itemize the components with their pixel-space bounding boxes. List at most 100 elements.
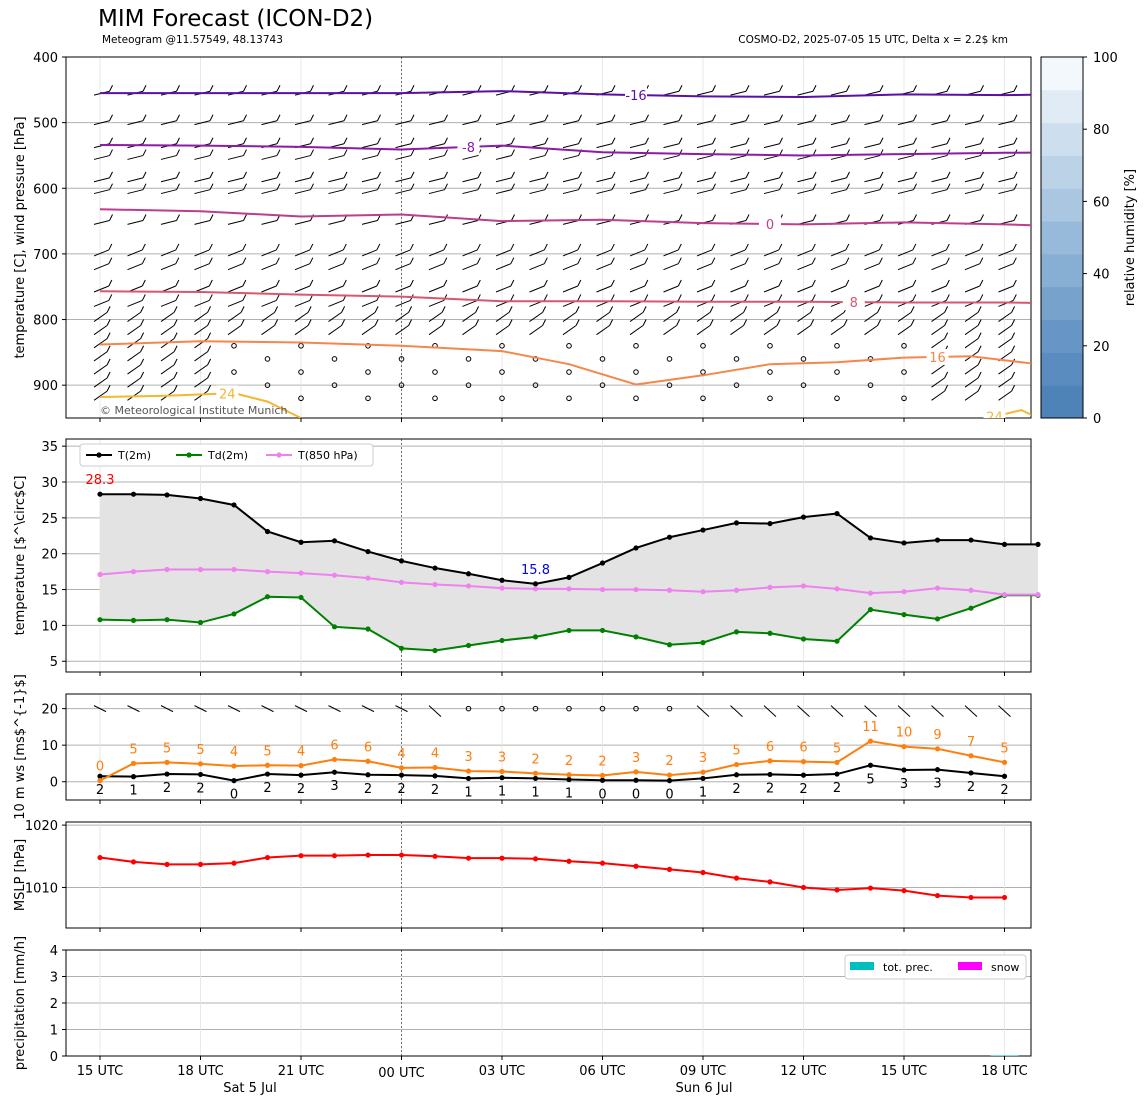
- data-point: [633, 769, 639, 775]
- data-point: [733, 772, 740, 778]
- data-point: [331, 624, 338, 630]
- data-point: [834, 759, 840, 765]
- wind-barb-flag: [173, 358, 178, 366]
- wind-barb: [897, 177, 914, 183]
- y-tick-label: 10: [41, 619, 58, 634]
- wind-barb: [93, 351, 108, 362]
- data-point: [800, 636, 807, 642]
- calm-wind-marker: [700, 343, 706, 349]
- wind-barb-flag: [845, 257, 850, 264]
- wind-barb: [931, 705, 944, 717]
- data-point: [599, 777, 606, 783]
- day-label: Sun 6 Jul: [676, 1081, 733, 1096]
- wind-barb: [897, 143, 914, 149]
- data-point: [164, 771, 170, 777]
- isotherm-line: [99, 290, 1031, 304]
- wind-barb-flag: [208, 279, 213, 287]
- wind-barb: [261, 249, 277, 257]
- wind-barb-flag: [173, 319, 178, 326]
- wind-barb-flag: [879, 171, 884, 179]
- wind-value-label: 2: [967, 780, 975, 795]
- wind-barb-flag: [173, 306, 178, 313]
- data-point: [767, 879, 773, 885]
- wind-barb: [395, 177, 412, 183]
- wind-barb-flag: [209, 85, 214, 92]
- wind-barb-flag: [843, 319, 848, 326]
- wind-barb: [227, 705, 241, 713]
- wind-barb-flag: [109, 171, 113, 179]
- isotherm-label: -8: [462, 141, 475, 156]
- wind-barb: [596, 285, 612, 293]
- wind-value-label: 1: [699, 785, 707, 800]
- wind-barb: [93, 377, 108, 388]
- y-tick-label: 5: [50, 655, 58, 670]
- wind-value-label: 4: [431, 746, 439, 761]
- data-point: [867, 885, 874, 891]
- isotherm-label-bg: [216, 385, 239, 402]
- chart-title: MIM Forecast (ICON-D2): [98, 6, 374, 32]
- panel-frame: [65, 693, 1032, 801]
- wind-value-label: 0: [96, 760, 104, 775]
- wind-barb-flag: [745, 85, 750, 92]
- wind-barb: [797, 325, 811, 336]
- wind-barb-flag: [343, 85, 348, 92]
- wind-barb: [763, 285, 780, 293]
- wind-barb: [529, 325, 543, 336]
- data-point: [365, 626, 371, 632]
- wind-barb: [227, 155, 244, 160]
- wind-barb-flag: [543, 294, 548, 301]
- wind-barb-flag: [275, 243, 280, 251]
- wind-barb-flag: [610, 294, 615, 301]
- day-label: Sat 5 Jul: [223, 1081, 277, 1096]
- wind-value-label: 5: [833, 741, 841, 756]
- min-temperature-label: 15.8: [521, 563, 550, 578]
- wind-barb: [261, 263, 277, 271]
- wind-barb-flag: [109, 114, 113, 121]
- wind-barb: [160, 120, 177, 126]
- wind-barb-flag: [410, 171, 415, 179]
- data-point: [331, 853, 338, 859]
- wind-barb: [294, 155, 311, 160]
- y-axis-label: MSLP [hPa]: [13, 839, 28, 911]
- wind-value-label: 2: [833, 781, 841, 796]
- data-point: [331, 572, 338, 578]
- wind-value-label: 2: [163, 781, 171, 796]
- wind-barb-flag: [678, 85, 683, 92]
- y-tick-label: 500: [33, 117, 58, 132]
- wind-barb-flag: [779, 137, 783, 144]
- wind-barb-flag: [611, 137, 616, 144]
- wind-barb-flag: [377, 149, 381, 156]
- wind-barb-flag: [913, 85, 917, 92]
- wind-barb: [931, 155, 948, 160]
- wind-barb: [763, 325, 778, 336]
- colorbar-segment: [1041, 155, 1083, 189]
- calm-wind-marker: [566, 369, 572, 375]
- y-tick-label: 1010: [25, 881, 58, 896]
- wind-barb-flag: [944, 332, 949, 339]
- wind-barb-flag: [240, 319, 245, 326]
- data-point: [566, 586, 572, 592]
- y-tick-label: 30: [41, 476, 58, 491]
- wind-barb: [730, 311, 744, 322]
- calm-wind-marker: [365, 343, 371, 349]
- wind-barb: [629, 325, 644, 336]
- wind-barb-flag: [242, 279, 247, 287]
- wind-barb-flag: [642, 306, 647, 313]
- wind-barb: [931, 285, 947, 293]
- wind-barb-flag: [913, 171, 917, 179]
- wind-barb-flag: [578, 137, 582, 144]
- wind-barb: [160, 155, 177, 160]
- colorbar-frame: [1040, 56, 1084, 419]
- wind-barb: [160, 177, 177, 183]
- wind-barb-flag: [1013, 214, 1018, 221]
- wind-barb: [964, 189, 981, 195]
- wind-barb: [696, 177, 713, 183]
- y-tick-label: 400: [33, 51, 58, 66]
- wind-barb: [763, 143, 780, 149]
- data-point: [331, 538, 338, 544]
- wind-barb-flag: [207, 371, 212, 379]
- wind-barb-flag: [243, 149, 247, 156]
- wind-barb: [93, 249, 110, 257]
- wind-value-label: 2: [565, 754, 573, 769]
- wind-barb: [998, 177, 1015, 183]
